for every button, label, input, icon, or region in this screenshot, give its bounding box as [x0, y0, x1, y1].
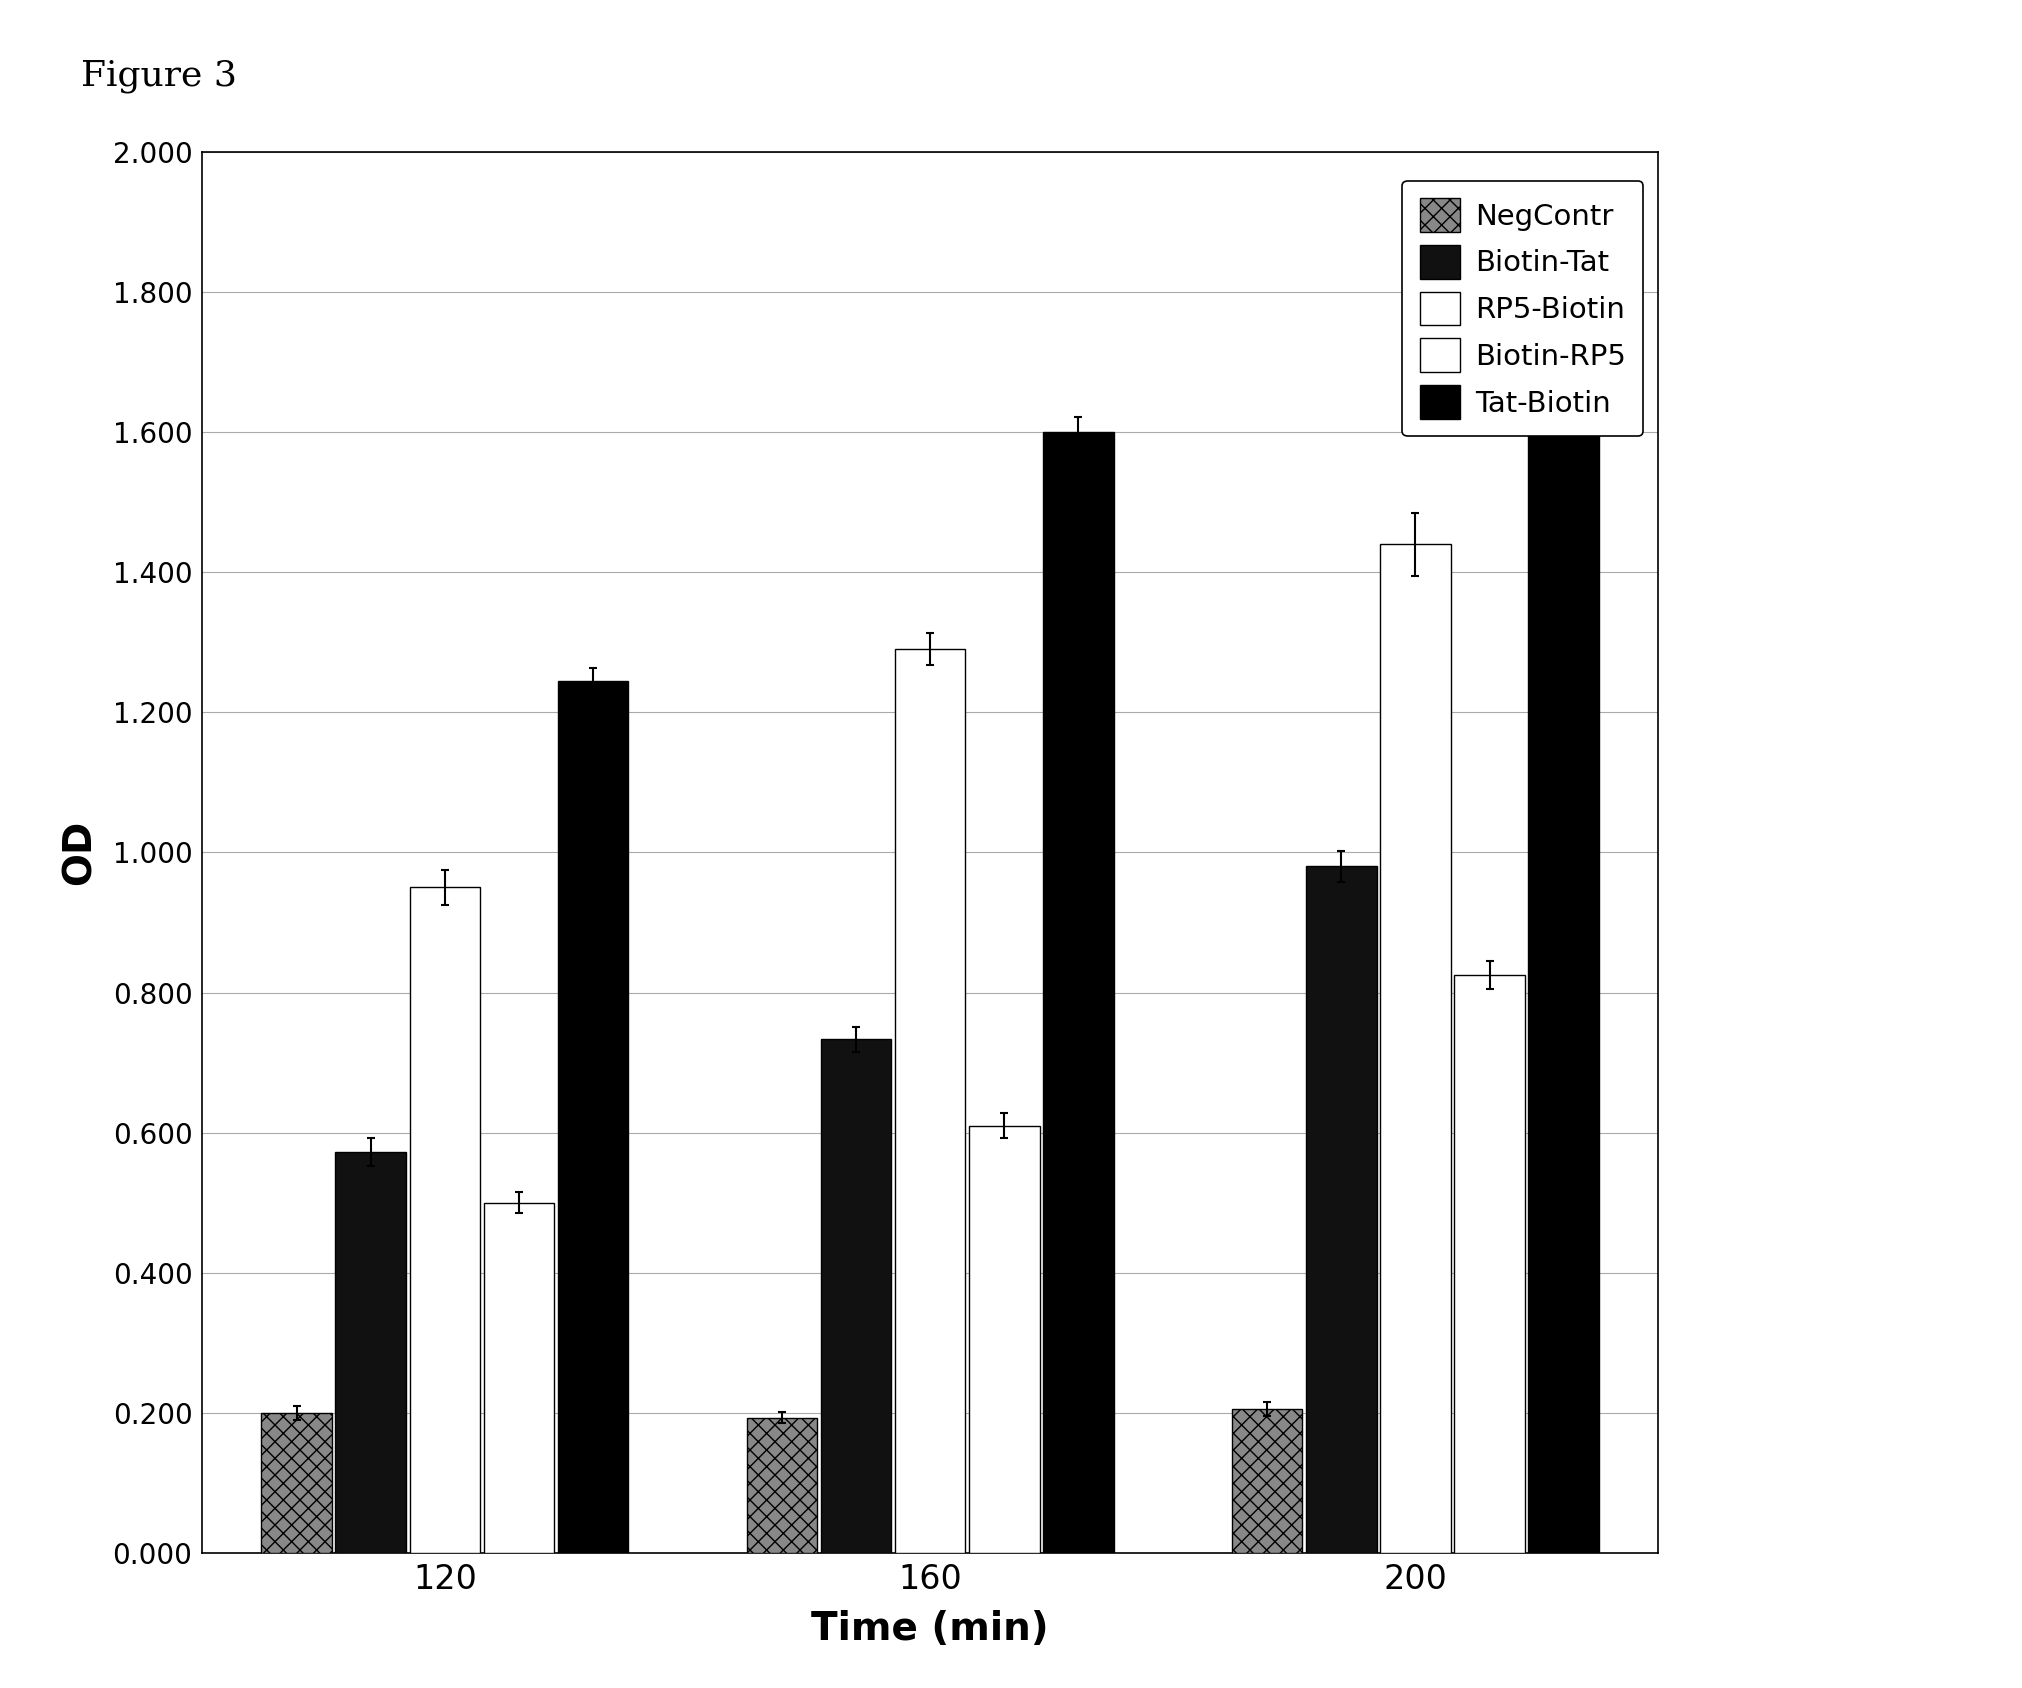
Bar [1529, 263, 1599, 1553]
Bar [558, 680, 629, 1553]
X-axis label: Time (min): Time (min) [811, 1610, 1049, 1647]
Y-axis label: OD: OD [61, 820, 99, 885]
Bar [1454, 976, 1525, 1553]
Bar [1306, 866, 1377, 1553]
Bar [1381, 544, 1450, 1553]
Bar [336, 1151, 406, 1553]
Legend: NegContr, Biotin-Tat, RP5-Biotin, Biotin-RP5, Tat-Biotin: NegContr, Biotin-Tat, RP5-Biotin, Biotin… [1401, 181, 1644, 437]
Bar [896, 650, 964, 1553]
Bar [1231, 1409, 1302, 1553]
Bar [821, 1040, 892, 1553]
Bar [261, 1413, 332, 1553]
Text: Figure 3: Figure 3 [81, 59, 237, 93]
Bar [483, 1202, 554, 1553]
Bar [969, 1126, 1039, 1553]
Bar [410, 888, 479, 1553]
Bar [746, 1418, 817, 1553]
Bar [1043, 432, 1114, 1553]
